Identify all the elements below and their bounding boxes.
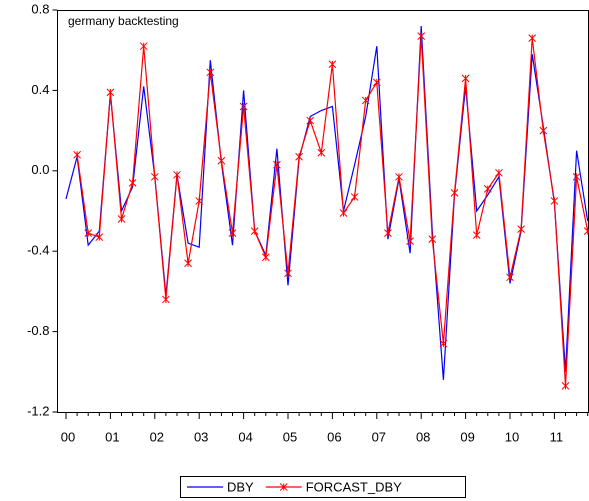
plot-frame bbox=[57, 10, 589, 413]
x-tick-label: 08 bbox=[416, 429, 430, 444]
marker bbox=[195, 197, 204, 205]
marker bbox=[273, 160, 281, 169]
marker bbox=[239, 102, 248, 111]
marker bbox=[106, 88, 115, 97]
marker bbox=[561, 382, 570, 390]
x-tick-label: 10 bbox=[505, 429, 519, 444]
marker bbox=[228, 229, 237, 237]
marker bbox=[73, 150, 81, 159]
marker bbox=[206, 68, 215, 77]
x-tick-label: 03 bbox=[194, 429, 208, 444]
legend-box bbox=[180, 476, 466, 498]
x-tick-label: 07 bbox=[372, 429, 386, 444]
marker bbox=[139, 42, 148, 51]
marker bbox=[128, 179, 137, 187]
y-tick-label: -0.8 bbox=[27, 323, 49, 338]
marker bbox=[162, 295, 170, 304]
marker bbox=[583, 227, 589, 235]
series-line bbox=[76, 36, 589, 386]
marker bbox=[261, 253, 270, 262]
y-tick-label: 0.0 bbox=[31, 162, 49, 177]
x-tick-label: 02 bbox=[150, 429, 164, 444]
marker bbox=[350, 193, 359, 201]
marker bbox=[84, 229, 93, 237]
y-tick-label: 0.8 bbox=[31, 1, 49, 16]
series-line bbox=[65, 26, 589, 380]
marker bbox=[361, 96, 370, 105]
marker bbox=[372, 78, 381, 87]
y-tick-label: 0.4 bbox=[31, 82, 49, 97]
legend-label: FORCAST_DBY bbox=[306, 479, 402, 494]
marker bbox=[517, 225, 525, 233]
marker bbox=[250, 227, 259, 235]
y-tick-label: -0.4 bbox=[27, 243, 49, 258]
marker bbox=[150, 172, 159, 181]
marker bbox=[528, 34, 537, 42]
marker bbox=[506, 273, 514, 282]
marker bbox=[173, 170, 181, 179]
marker bbox=[572, 172, 581, 181]
marker bbox=[317, 148, 326, 157]
x-tick-label: 05 bbox=[283, 429, 297, 444]
marker bbox=[339, 209, 348, 217]
marker bbox=[184, 259, 192, 268]
marker bbox=[284, 269, 292, 278]
x-tick-label: 09 bbox=[460, 429, 474, 444]
marker bbox=[450, 189, 459, 197]
marker bbox=[95, 233, 104, 241]
marker bbox=[461, 74, 470, 83]
marker bbox=[295, 152, 303, 161]
y-tick-label: -1.2 bbox=[27, 403, 49, 418]
marker bbox=[539, 126, 548, 135]
marker bbox=[117, 215, 126, 223]
x-tick-label: 04 bbox=[238, 429, 252, 444]
annotation: germany backtesting bbox=[68, 14, 179, 28]
marker bbox=[406, 237, 414, 246]
marker bbox=[395, 172, 403, 181]
x-tick-label: 06 bbox=[327, 429, 341, 444]
marker bbox=[384, 229, 392, 237]
legend-label: DBY bbox=[227, 479, 254, 494]
marker bbox=[417, 32, 426, 40]
marker bbox=[495, 168, 503, 177]
marker bbox=[439, 339, 448, 348]
marker bbox=[550, 197, 559, 205]
x-tick-label: 00 bbox=[61, 429, 75, 444]
marker bbox=[428, 235, 437, 243]
legend-marker bbox=[279, 483, 288, 491]
marker bbox=[306, 116, 315, 125]
marker bbox=[217, 156, 226, 165]
marker bbox=[483, 185, 492, 193]
x-tick-label: 11 bbox=[550, 429, 564, 444]
marker bbox=[328, 60, 337, 69]
x-tick-label: 01 bbox=[105, 429, 119, 444]
marker bbox=[472, 231, 481, 239]
